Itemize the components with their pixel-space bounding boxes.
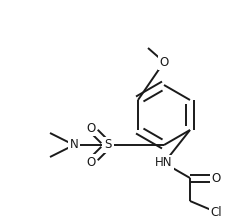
Text: HN: HN xyxy=(155,157,172,170)
Text: O: O xyxy=(210,171,220,184)
Text: O: O xyxy=(86,122,95,134)
Text: S: S xyxy=(104,138,111,152)
Text: Cl: Cl xyxy=(209,205,221,219)
Text: N: N xyxy=(69,138,78,152)
Text: O: O xyxy=(86,155,95,168)
Text: O: O xyxy=(159,55,168,69)
